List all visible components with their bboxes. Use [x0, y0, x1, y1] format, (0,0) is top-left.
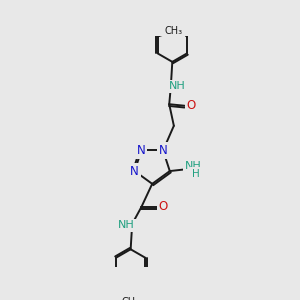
Text: N: N	[130, 165, 139, 178]
Text: N: N	[137, 144, 146, 157]
Text: O: O	[186, 99, 195, 112]
Text: NH: NH	[169, 82, 185, 92]
Text: NH: NH	[184, 161, 201, 172]
Text: CH₃: CH₃	[122, 297, 140, 300]
Text: H: H	[192, 169, 200, 179]
Text: N: N	[159, 144, 167, 157]
Text: CH₃: CH₃	[165, 26, 183, 36]
Text: NH: NH	[118, 220, 134, 230]
Text: O: O	[158, 200, 168, 213]
